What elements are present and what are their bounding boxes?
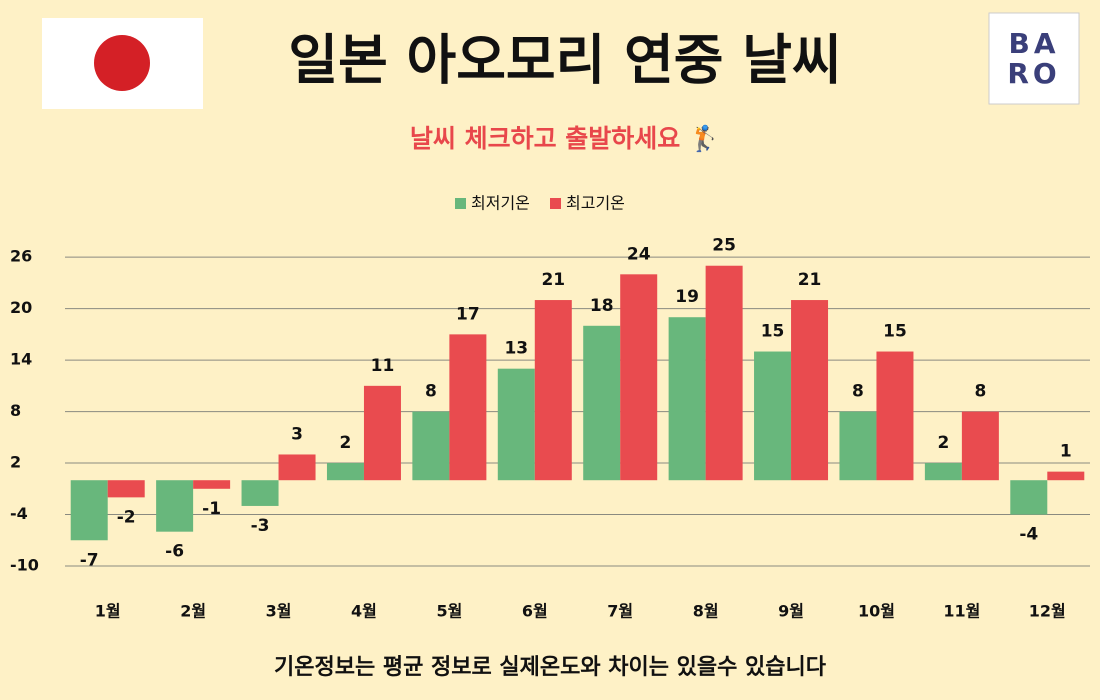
data-label: -4 <box>1019 525 1038 545</box>
data-label: 15 <box>883 322 907 342</box>
y-tick-label: 8 <box>10 401 21 420</box>
x-tick-label: 2월 <box>180 602 206 621</box>
data-label: 15 <box>761 322 785 342</box>
data-label: -7 <box>80 550 99 570</box>
y-tick-label: 26 <box>10 247 32 266</box>
x-tick-label: 7월 <box>607 602 633 621</box>
x-tick-label: 8월 <box>693 602 719 621</box>
bar <box>241 480 279 506</box>
bar <box>1010 480 1048 515</box>
bar <box>156 480 194 532</box>
legend-swatch <box>455 198 466 209</box>
legend-swatch <box>550 198 561 209</box>
bar <box>363 385 401 481</box>
y-tick-label: 20 <box>10 298 32 317</box>
data-label: -3 <box>251 516 270 536</box>
data-label: 19 <box>675 287 699 307</box>
bar <box>839 411 877 481</box>
chart-subtitle: 날씨 체크하고 출발하세요 🏌️ <box>410 124 720 153</box>
bar <box>107 480 145 498</box>
bar <box>70 480 108 541</box>
bar <box>193 480 231 489</box>
legend-label: 최저기온 <box>471 194 530 213</box>
chart-title: 일본 아오모리 연중 날씨 <box>288 29 841 92</box>
data-label: -2 <box>117 507 136 527</box>
y-tick-label: 14 <box>10 350 32 369</box>
data-label: 25 <box>712 236 736 256</box>
data-label: -1 <box>202 499 221 519</box>
x-tick-label: 9월 <box>778 602 804 621</box>
bar <box>876 351 914 481</box>
data-label: 3 <box>291 424 303 444</box>
bar <box>924 463 962 481</box>
logo-text: RO <box>1007 57 1060 90</box>
legend-label: 최고기온 <box>566 194 625 213</box>
bar <box>1047 471 1085 481</box>
x-tick-label: 4월 <box>351 602 377 621</box>
bar <box>754 351 792 481</box>
x-tick-label: 12월 <box>1029 602 1066 621</box>
data-label: 8 <box>974 382 986 402</box>
data-label: 24 <box>627 244 651 264</box>
y-tick-label: -4 <box>10 504 28 523</box>
x-tick-label: 6월 <box>522 602 548 621</box>
bar <box>668 317 706 481</box>
flag-sun <box>94 35 150 91</box>
logo-box <box>988 12 1080 105</box>
data-label: 18 <box>590 296 614 316</box>
bar <box>534 300 572 481</box>
bar <box>449 334 487 481</box>
x-tick-label: 11월 <box>943 602 980 621</box>
data-label: 13 <box>504 339 528 359</box>
bar <box>620 274 658 481</box>
bar <box>961 411 999 481</box>
data-label: 17 <box>456 304 480 324</box>
data-label: 21 <box>541 270 565 290</box>
bar <box>278 454 316 481</box>
data-label: 1 <box>1060 442 1072 462</box>
bar <box>791 300 829 481</box>
bar <box>497 368 535 481</box>
data-label: 8 <box>425 382 437 402</box>
data-label: 2 <box>937 433 949 453</box>
data-label: -6 <box>165 542 184 562</box>
y-tick-label: 2 <box>10 453 21 472</box>
footer-note: 기온정보는 평균 정보로 실제온도와 차이는 있을수 있습니다 <box>274 655 827 680</box>
data-label: 2 <box>340 433 352 453</box>
x-tick-label: 10월 <box>858 602 895 621</box>
bar <box>705 265 743 481</box>
data-label: 21 <box>798 270 822 290</box>
logo-text: BA <box>1008 27 1059 60</box>
bar <box>583 325 621 481</box>
x-tick-label: 3월 <box>266 602 292 621</box>
data-label: 11 <box>371 356 395 376</box>
x-tick-label: 1월 <box>95 602 121 621</box>
bar <box>326 463 364 481</box>
x-tick-label: 5월 <box>436 602 462 621</box>
bar <box>412 411 450 481</box>
y-tick-label: -10 <box>10 556 39 575</box>
data-label: 8 <box>852 382 864 402</box>
